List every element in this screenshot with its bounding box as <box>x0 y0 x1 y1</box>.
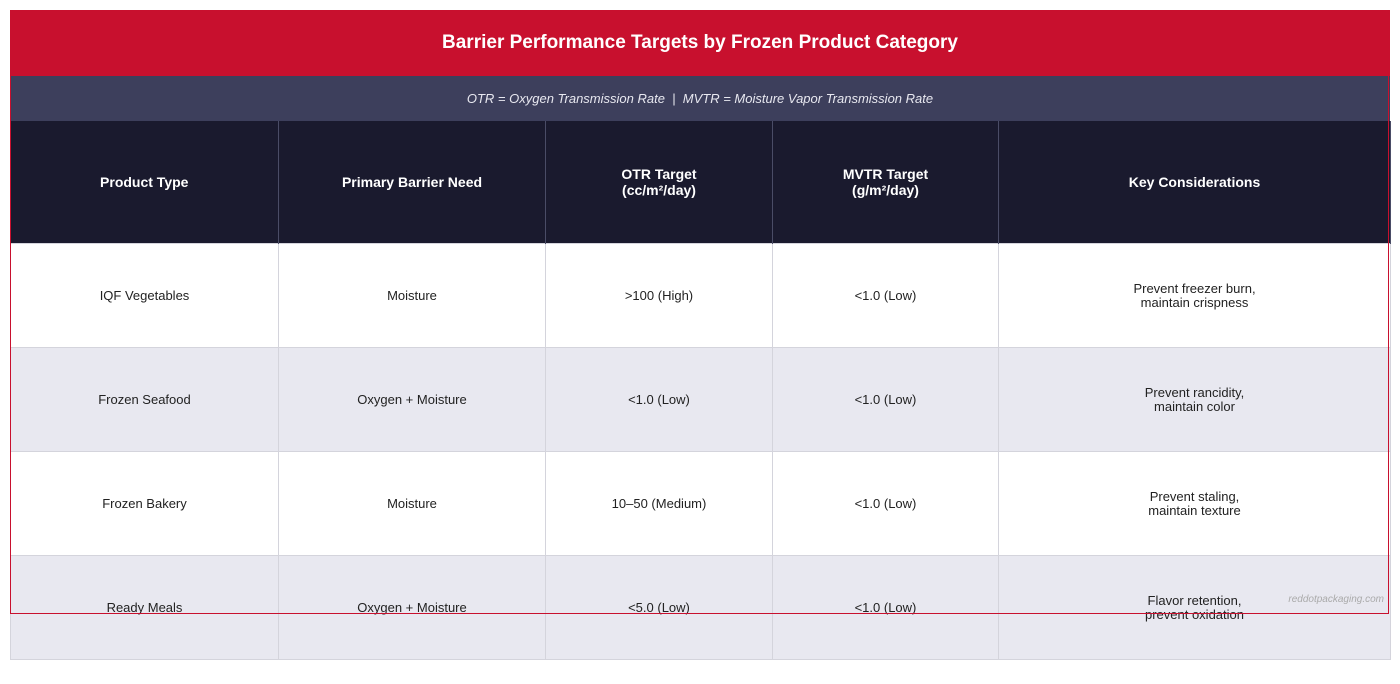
table-cell: <5.0 (Low) <box>545 555 773 660</box>
table-row: Ready Meals Oxygen + Moisture <5.0 (Low) <1… <box>10 555 1391 660</box>
table-row: IQF Vegetables Moisture >100 (High) <1.0 (L… <box>10 243 1391 348</box>
table-row: Frozen Seafood Oxygen + Moisture <1.0 (Low… <box>10 347 1391 452</box>
table-cell: <1.0 (Low) <box>545 347 773 452</box>
table-cell: Moisture <box>278 451 546 556</box>
title: Barrier Performance Targets by Frozen Pr… <box>10 10 1390 76</box>
table-cell: <1.0 (Low) <box>772 451 999 556</box>
table-cell: Prevent staling, maintain texture <box>998 451 1391 556</box>
table-cell: <1.0 (Low) <box>772 555 999 660</box>
table-cell: <1.0 (Low) <box>772 243 999 348</box>
table-cell: IQF Vegetables <box>10 243 279 348</box>
subtitle: OTR = Oxygen Transmission Rate | MVTR = … <box>10 76 1390 121</box>
table-cell: Frozen Bakery <box>10 451 279 556</box>
column-header: Product Type <box>10 121 279 244</box>
table-cell: Ready Meals <box>10 555 279 660</box>
table-cell: Frozen Seafood <box>10 347 279 452</box>
watermark: reddotpackaging.com <box>1288 594 1384 605</box>
table-cell: >100 (High) <box>545 243 773 348</box>
column-header: OTR Target (cc/m²/day) <box>545 121 773 244</box>
table-cell: Prevent freezer burn, maintain crispness <box>998 243 1391 348</box>
table-cell: Oxygen + Moisture <box>278 347 546 452</box>
column-header: Primary Barrier Need <box>278 121 546 244</box>
column-header: Key Considerations <box>998 121 1391 244</box>
table-card: Barrier Performance Targets by Frozen Pr… <box>10 10 1391 660</box>
data-table: Product Type Primary Barrier Need OTR Targ… <box>10 121 1391 660</box>
table-cell: Prevent rancidity, maintain color <box>998 347 1391 452</box>
column-header: MVTR Target (g/m²/day) <box>772 121 999 244</box>
table-row: Frozen Bakery Moisture 10–50 (Medium) <1.0 … <box>10 451 1391 556</box>
table-cell: <1.0 (Low) <box>772 347 999 452</box>
table-cell: Oxygen + Moisture <box>278 555 546 660</box>
table-cell: Moisture <box>278 243 546 348</box>
table-cell: Flavor retention, prevent oxidation <box>998 555 1391 660</box>
table-cell: 10–50 (Medium) <box>545 451 773 556</box>
header-row: Product Type Primary Barrier Need OTR Targ… <box>10 121 1391 244</box>
